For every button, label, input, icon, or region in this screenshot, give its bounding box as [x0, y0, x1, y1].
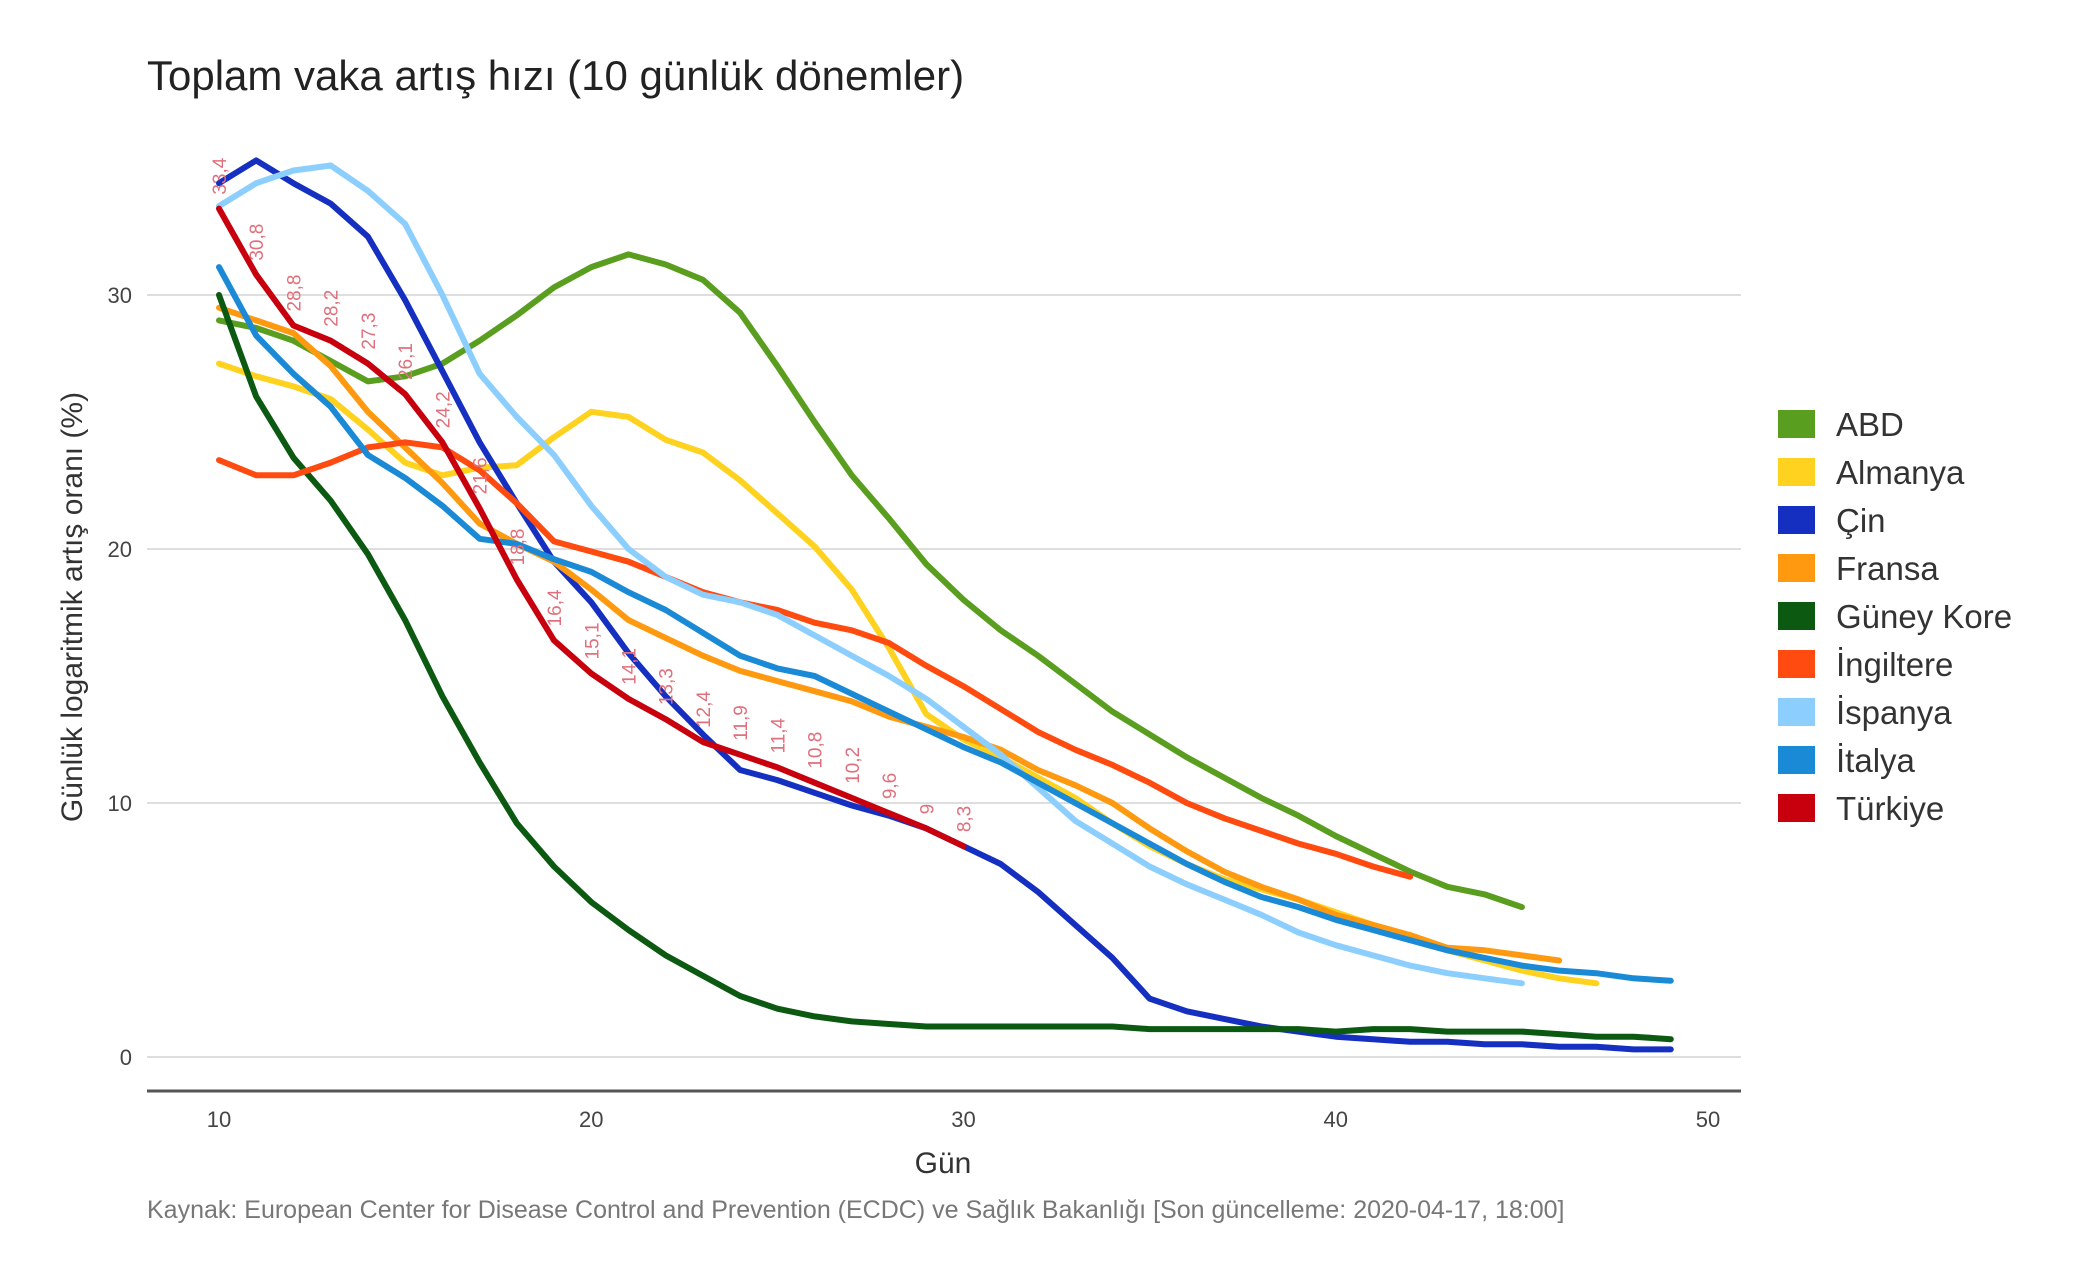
legend-swatch [1778, 602, 1815, 630]
legend-label: Türkiye [1836, 790, 1944, 827]
chart-title: Toplam vaka artış hızı (10 günlük döneml… [147, 52, 964, 99]
legend-label: ABD [1836, 406, 1904, 443]
data-label: 30,8 [247, 224, 268, 261]
legend-label: Çin [1836, 502, 1886, 539]
data-label: 28,8 [284, 274, 305, 311]
series-lines [216, 157, 1674, 1053]
series-line-i̇ngiltere [216, 439, 1414, 880]
legend-swatch [1778, 650, 1815, 678]
legend-swatch [1778, 794, 1815, 822]
x-ticks: 10 20 30 40 50 [207, 1107, 1720, 1132]
legend-swatch [1778, 554, 1815, 582]
data-labels: 33,4 30,8 28,8 28,2 27,3 26,1 24,2 21,6 18,8 16,4… [210, 157, 976, 832]
y-ticks: 0 10 20 30 [108, 283, 132, 1070]
legend-label: İspanya [1836, 694, 1952, 731]
x-tick-label: 30 [951, 1107, 975, 1132]
series-line-i̇talya [216, 264, 1674, 984]
data-label: 11,9 [731, 705, 752, 741]
legend: ABD Almanya Çin Fransa Güney Kore İngiltere İs… [1778, 406, 2012, 827]
x-tick-label: 10 [207, 1107, 231, 1132]
data-label: 28,2 [322, 290, 343, 327]
x-tick-label: 20 [579, 1107, 603, 1132]
legend-swatch [1778, 410, 1815, 438]
legend-label: Fransa [1836, 550, 1939, 587]
series-line-almanya [216, 360, 1600, 987]
source-note: Kaynak: European Center for Disease Cont… [147, 1196, 1564, 1224]
data-label: 10,8 [806, 732, 827, 769]
series-line-güney-kore [216, 292, 1674, 1043]
x-tick-label: 50 [1696, 1107, 1720, 1132]
legend-label: Almanya [1836, 454, 1965, 491]
legend-swatch [1778, 698, 1815, 726]
data-label: 15,1 [582, 622, 603, 659]
y-tick-label: 10 [108, 791, 132, 816]
data-label: 26,1 [396, 343, 417, 380]
y-axis-label: Günlük logaritmik artış oranı (%) [56, 392, 89, 822]
data-label: 33,4 [210, 157, 231, 194]
gridlines [147, 294, 1741, 1058]
data-label: 27,3 [359, 313, 380, 350]
legend-swatch [1778, 506, 1815, 534]
data-label: 12,4 [694, 691, 715, 728]
legend-swatch [1778, 746, 1815, 774]
series-line-fransa [216, 304, 1563, 964]
data-label: 8,3 [955, 806, 976, 832]
data-label: 14,1 [619, 648, 640, 685]
data-label: 10,2 [843, 747, 864, 784]
data-label: 9 [917, 804, 938, 815]
y-tick-label: 20 [108, 537, 132, 562]
legend-label: Güney Kore [1836, 598, 2012, 635]
data-label: 13,3 [657, 668, 678, 705]
y-tick-label: 0 [120, 1045, 132, 1070]
data-label: 24,2 [433, 391, 454, 428]
series-line-i̇spanya [216, 162, 1525, 987]
data-label: 21,6 [471, 457, 492, 494]
legend-swatch [1778, 458, 1815, 486]
data-label: 18,8 [508, 528, 529, 565]
series-line-türkiye [216, 205, 967, 850]
x-tick-label: 40 [1324, 1107, 1348, 1132]
series-line-çin [216, 157, 1674, 1053]
data-label: 16,4 [545, 589, 566, 626]
y-tick-label: 30 [108, 283, 132, 308]
data-label: 9,6 [880, 773, 901, 799]
legend-label: İtalya [1836, 742, 1916, 779]
data-label: 11,4 [768, 717, 789, 753]
legend-label: İngiltere [1836, 646, 1953, 683]
x-axis-label: Gün [915, 1147, 972, 1180]
